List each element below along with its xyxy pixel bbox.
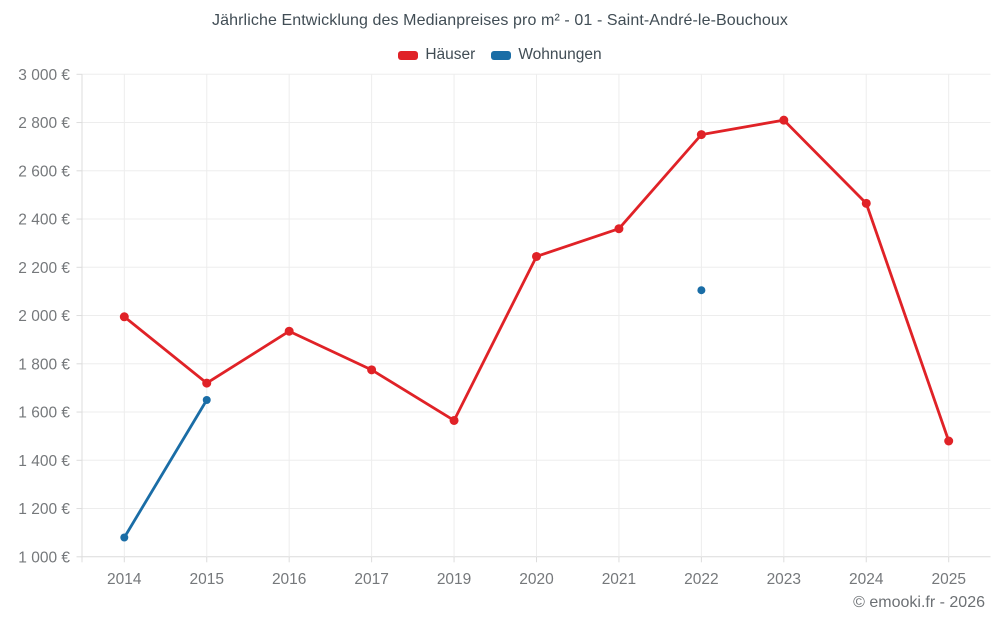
y-axis-label: 2 000 € — [18, 308, 70, 325]
haeuser-point-2021[interactable] — [614, 224, 624, 234]
y-axis-label: 1 000 € — [18, 549, 70, 566]
x-axis-label-2022: 2022 — [684, 571, 718, 588]
haeuser-point-2019[interactable] — [449, 415, 459, 425]
haeuser-point-2025[interactable] — [944, 436, 954, 446]
haeuser-point-2020[interactable] — [532, 251, 541, 261]
x-axis-label-2015: 2015 — [189, 571, 223, 588]
y-axis-label: 3 000 € — [18, 67, 70, 84]
legend-swatch-wohnungen-icon — [491, 50, 512, 60]
y-axis-label: 2 200 € — [18, 260, 70, 277]
y-axis-label: 1 200 € — [18, 501, 70, 518]
y-axis-label: 2 800 € — [18, 115, 70, 132]
x-axis-label-2023: 2023 — [767, 571, 801, 588]
x-axis-label-2017: 2017 — [354, 571, 388, 588]
wohnungen-line — [122, 398, 209, 539]
haeuser-point-2017[interactable] — [367, 365, 377, 375]
wohnungen-point-2015[interactable] — [202, 395, 211, 404]
chart-title: Jährliche Entwicklung des Medianpreises … — [212, 12, 788, 29]
wohnungen-point-2014[interactable] — [120, 533, 129, 542]
haeuser-point-2023[interactable] — [779, 115, 789, 125]
haeuser-point-2016[interactable] — [284, 326, 294, 336]
x-axis-label-2020: 2020 — [519, 571, 554, 588]
haeuser-point-2024[interactable] — [861, 198, 871, 208]
haeuser-point-2022[interactable] — [696, 130, 706, 140]
legend: Häuser Wohnungen — [0, 46, 1000, 64]
y-axis-label: 2 400 € — [18, 212, 70, 229]
legend-item-haeuser[interactable]: Häuser — [398, 46, 475, 64]
legend-swatch-haeuser-icon — [398, 50, 419, 60]
x-axis-label-2016: 2016 — [272, 571, 306, 588]
y-axis-label: 1 600 € — [18, 405, 70, 422]
y-axis-label: 1 800 € — [18, 356, 70, 373]
legend-label-haeuser: Häuser — [425, 46, 476, 63]
y-axis-label: 1 400 € — [18, 453, 70, 470]
wohnungen-point-2022[interactable] — [697, 286, 706, 295]
x-axis-label-2019: 2019 — [437, 571, 471, 588]
x-axis-label-2014: 2014 — [107, 571, 142, 588]
x-axis-label-2021: 2021 — [602, 571, 636, 588]
x-axis-label-2025: 2025 — [931, 571, 965, 588]
legend-label-wohnungen: Wohnungen — [518, 46, 602, 63]
haeuser-point-2015[interactable] — [202, 378, 212, 388]
haeuser-point-2014[interactable] — [119, 312, 129, 322]
legend-item-wohnungen[interactable]: Wohnungen — [491, 46, 602, 64]
copyright-note: © emooki.fr - 2026 — [853, 594, 985, 611]
y-axis-label: 2 600 € — [18, 163, 70, 180]
x-axis-label-2024: 2024 — [849, 571, 884, 588]
